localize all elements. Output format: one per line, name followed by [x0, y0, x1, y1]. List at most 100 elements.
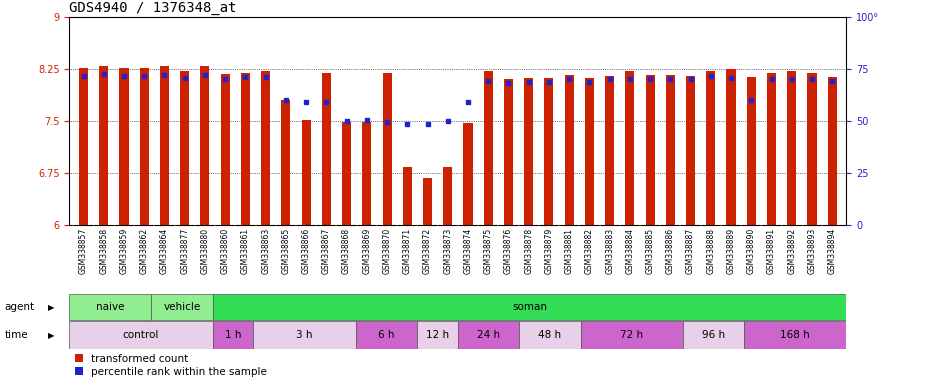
Text: GSM338894: GSM338894 — [828, 228, 837, 274]
Bar — [355, 321, 417, 349]
Bar — [564, 74, 574, 225]
Text: 6 h: 6 h — [378, 330, 395, 340]
Bar — [99, 66, 108, 225]
Bar — [213, 294, 846, 320]
Text: GSM338863: GSM338863 — [261, 228, 270, 274]
Text: 48 h: 48 h — [538, 330, 561, 340]
Text: GSM338862: GSM338862 — [140, 228, 149, 274]
Text: GSM338868: GSM338868 — [342, 228, 352, 274]
Bar — [383, 73, 391, 225]
Bar — [545, 78, 553, 225]
Text: GSM338867: GSM338867 — [322, 228, 331, 274]
Bar — [119, 68, 129, 225]
Text: GSM338876: GSM338876 — [504, 228, 513, 274]
Bar — [828, 78, 837, 225]
Bar — [686, 76, 695, 225]
Text: control: control — [123, 330, 159, 340]
Bar — [625, 71, 635, 225]
Bar — [707, 71, 715, 225]
Bar — [726, 69, 735, 225]
Bar — [767, 73, 776, 225]
Bar — [69, 294, 151, 320]
Text: 72 h: 72 h — [620, 330, 643, 340]
Text: GSM338874: GSM338874 — [463, 228, 473, 274]
Text: GSM338881: GSM338881 — [564, 228, 574, 274]
Bar — [463, 123, 473, 225]
Text: agent: agent — [5, 302, 35, 312]
Bar — [585, 78, 594, 225]
Bar — [417, 321, 458, 349]
Bar — [402, 167, 412, 225]
Bar — [342, 122, 352, 225]
Text: GSM338892: GSM338892 — [787, 228, 796, 274]
Bar — [504, 79, 513, 225]
Bar — [484, 71, 493, 225]
Bar — [322, 73, 331, 225]
Bar — [666, 74, 675, 225]
Text: GDS4940 / 1376348_at: GDS4940 / 1376348_at — [69, 1, 237, 15]
Text: GSM338869: GSM338869 — [363, 228, 371, 274]
Text: GSM338872: GSM338872 — [423, 228, 432, 274]
Text: GSM338875: GSM338875 — [484, 228, 493, 274]
Text: GSM338859: GSM338859 — [119, 228, 129, 274]
Bar — [683, 321, 744, 349]
Text: time: time — [5, 330, 29, 340]
Bar — [261, 71, 270, 225]
Text: GSM338877: GSM338877 — [180, 228, 190, 274]
Text: GSM338880: GSM338880 — [201, 228, 209, 274]
Text: GSM338887: GSM338887 — [686, 228, 695, 274]
Text: GSM338888: GSM338888 — [707, 228, 715, 274]
Bar — [746, 78, 756, 225]
Bar — [524, 78, 533, 225]
Text: soman: soman — [512, 302, 547, 312]
Bar — [213, 321, 253, 349]
Text: 96 h: 96 h — [702, 330, 725, 340]
Text: GSM338871: GSM338871 — [402, 228, 412, 274]
Bar — [363, 122, 371, 225]
Bar — [787, 71, 796, 225]
Bar — [221, 74, 229, 225]
Legend: transformed count, percentile rank within the sample: transformed count, percentile rank withi… — [75, 354, 267, 377]
Bar — [201, 66, 209, 225]
Bar — [605, 76, 614, 225]
Text: GSM338890: GSM338890 — [746, 228, 756, 274]
Text: vehicle: vehicle — [163, 302, 201, 312]
Bar — [180, 71, 190, 225]
Text: GSM338883: GSM338883 — [605, 228, 614, 274]
Text: 168 h: 168 h — [781, 330, 810, 340]
Text: GSM338885: GSM338885 — [646, 228, 655, 274]
Bar — [79, 68, 88, 225]
Text: GSM338870: GSM338870 — [383, 228, 391, 274]
Text: GSM338879: GSM338879 — [545, 228, 553, 274]
Text: naive: naive — [96, 302, 125, 312]
Bar — [253, 321, 355, 349]
Text: ▶: ▶ — [48, 331, 55, 339]
Text: 24 h: 24 h — [477, 330, 500, 340]
Bar — [519, 321, 581, 349]
Text: GSM338866: GSM338866 — [302, 228, 311, 274]
Text: GSM338889: GSM338889 — [726, 228, 735, 274]
Text: GSM338865: GSM338865 — [281, 228, 290, 274]
Text: 12 h: 12 h — [426, 330, 449, 340]
Text: GSM338878: GSM338878 — [524, 228, 533, 274]
Text: GSM338882: GSM338882 — [585, 228, 594, 274]
Bar — [423, 178, 432, 225]
Text: GSM338858: GSM338858 — [99, 228, 108, 274]
Bar — [646, 75, 655, 225]
Bar — [808, 73, 817, 225]
Text: GSM338864: GSM338864 — [160, 228, 169, 274]
Bar — [458, 321, 519, 349]
Text: GSM338893: GSM338893 — [808, 228, 817, 274]
Bar — [281, 100, 290, 225]
Bar — [140, 68, 149, 225]
Bar — [744, 321, 846, 349]
Text: GSM338861: GSM338861 — [240, 228, 250, 274]
Bar — [160, 66, 169, 225]
Text: ▶: ▶ — [48, 303, 55, 312]
Text: 3 h: 3 h — [296, 330, 313, 340]
Text: GSM338884: GSM338884 — [625, 228, 635, 274]
Text: GSM338860: GSM338860 — [221, 228, 229, 274]
Bar — [581, 321, 683, 349]
Text: GSM338886: GSM338886 — [666, 228, 675, 274]
Bar — [302, 119, 311, 225]
